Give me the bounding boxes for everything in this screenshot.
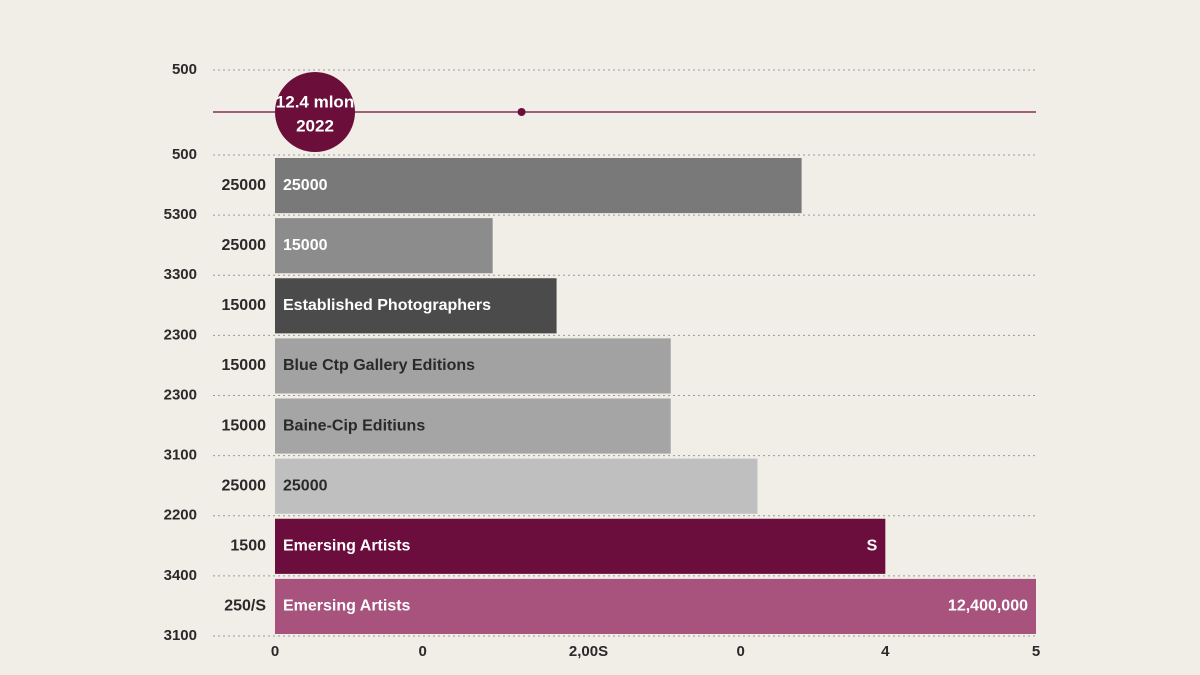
bar-label: 25000	[283, 177, 328, 194]
annotation-year: 2022	[296, 116, 334, 135]
x-tick-label: 4	[881, 643, 890, 660]
gridline-label: 3400	[164, 567, 197, 584]
category-label: 25000	[222, 477, 267, 494]
category-label: 15000	[222, 357, 267, 374]
x-tick-label: 2,00S	[569, 643, 608, 660]
gridline-label: 3100	[164, 627, 197, 644]
end-label: 12,400,000	[948, 598, 1028, 615]
x-tick-label: 5	[1032, 643, 1040, 660]
gridline-label: 2300	[164, 326, 197, 343]
gridline-label: 2300	[164, 386, 197, 403]
bar	[275, 518, 886, 574]
gridline-label: 3100	[164, 447, 197, 464]
category-label: 15000	[222, 417, 267, 434]
annotation-value: 12.4 mlon	[276, 92, 354, 111]
annotation-bubble	[275, 72, 355, 152]
gridline-label: 500	[172, 61, 197, 78]
bar-label: Established Photographers	[283, 297, 491, 314]
bar	[275, 218, 493, 274]
bar	[275, 458, 758, 514]
bar	[275, 578, 1036, 634]
category-label: 25000	[222, 237, 267, 254]
x-tick-label: 0	[271, 643, 279, 660]
bar-label: Baine-Cip Editiuns	[283, 417, 425, 434]
bar	[275, 158, 802, 214]
bar-label: Emersing Artists	[283, 598, 411, 615]
bar-label: 15000	[283, 237, 328, 254]
category-label: 250/S	[224, 598, 266, 615]
category-label: 1500	[230, 538, 266, 555]
gridline-label: 3300	[164, 266, 197, 283]
bar-label: Emersing Artists	[283, 538, 411, 555]
x-tick-label: 0	[737, 643, 745, 660]
end-label: S	[867, 538, 878, 555]
bar	[275, 278, 557, 334]
category-label: 15000	[222, 297, 267, 314]
gridline-label: 500	[172, 146, 197, 163]
category-label: 25000	[222, 177, 267, 194]
bar-label: 25000	[283, 477, 328, 494]
gridline-label: 2200	[164, 507, 197, 524]
bar	[275, 398, 671, 454]
bar-label: Blue Ctp Gallery Editions	[283, 357, 475, 374]
annotation-marker	[517, 108, 526, 116]
x-tick-label: 0	[418, 643, 426, 660]
gridline-label: 5300	[164, 206, 197, 223]
bar	[275, 338, 671, 394]
